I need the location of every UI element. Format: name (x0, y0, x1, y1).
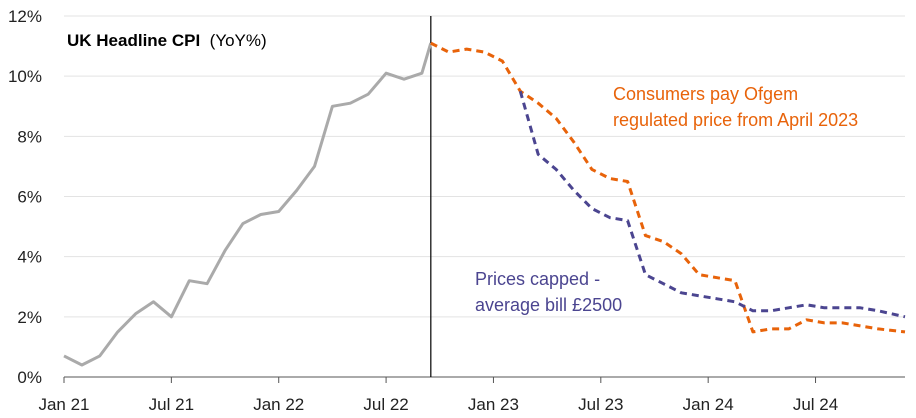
y-tick-label: 6% (17, 188, 42, 207)
y-tick-label: 0% (17, 368, 42, 387)
chart-title: UK Headline CPI (YoY%) (67, 31, 267, 50)
y-tick-label: 4% (17, 248, 42, 267)
x-tick-label: Jan 21 (38, 395, 89, 414)
y-tick-label: 10% (8, 67, 42, 86)
x-tick-label: Jan 24 (683, 395, 734, 414)
x-tick-label: Jan 23 (468, 395, 519, 414)
annotation-ofgem-line2: regulated price from April 2023 (613, 110, 858, 130)
chart-title-unit: (YoY%) (210, 31, 267, 50)
x-tick-label: Jan 22 (253, 395, 304, 414)
x-axis-ticks: Jan 21 Jul 21 Jan 22 Jul 22 Jan 23 Jul 23 Jan … (38, 377, 838, 414)
y-tick-label: 2% (17, 308, 42, 327)
x-tick-label: Jul 24 (793, 395, 838, 414)
y-tick-label: 8% (17, 127, 42, 146)
annotation-capped-line1: Prices capped - (475, 269, 600, 289)
x-tick-label: Jul 21 (149, 395, 194, 414)
x-tick-label: Jul 23 (578, 395, 623, 414)
chart-title-main: UK Headline CPI (67, 31, 200, 50)
x-tick-label: Jul 22 (363, 395, 408, 414)
y-tick-label: 12% (8, 7, 42, 26)
y-axis-tick-labels: 0% 2% 4% 6% 8% 10% 12% (8, 7, 42, 387)
cpi-line-chart: 0% 2% 4% 6% 8% 10% 12% Jan 21 Jul 21 Jan 22 Jul 2… (0, 0, 916, 418)
annotation-ofgem-line1: Consumers pay Ofgem (613, 84, 798, 104)
annotation-capped-line2: average bill £2500 (475, 295, 622, 315)
